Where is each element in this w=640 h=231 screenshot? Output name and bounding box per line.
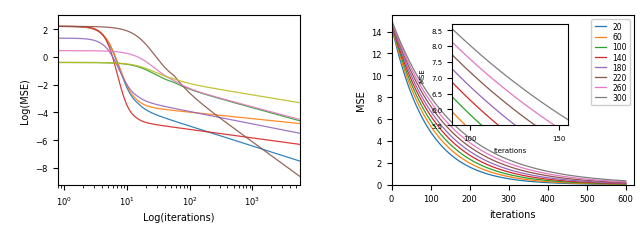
60 bbox=[622, 183, 630, 186]
260 bbox=[431, 107, 439, 110]
Line: 180: 180 bbox=[392, 24, 626, 183]
220 bbox=[388, 21, 396, 24]
100 bbox=[465, 158, 473, 160]
140 bbox=[574, 181, 582, 183]
100 bbox=[431, 127, 439, 129]
300 bbox=[388, 20, 396, 22]
220 bbox=[431, 112, 439, 115]
Line: 60: 60 bbox=[392, 26, 626, 184]
260 bbox=[614, 180, 622, 183]
140 bbox=[622, 182, 630, 185]
300 bbox=[403, 55, 410, 57]
140 bbox=[388, 23, 396, 26]
100 bbox=[403, 71, 410, 74]
20 bbox=[465, 166, 473, 168]
140 bbox=[614, 182, 622, 185]
300 bbox=[574, 175, 582, 178]
220 bbox=[465, 145, 473, 148]
260 bbox=[465, 141, 473, 144]
220 bbox=[606, 181, 614, 183]
260 bbox=[388, 20, 396, 23]
180 bbox=[614, 182, 622, 185]
60 bbox=[403, 75, 410, 78]
140 bbox=[431, 122, 439, 124]
Line: 140: 140 bbox=[392, 24, 626, 184]
100 bbox=[614, 183, 622, 185]
300 bbox=[465, 136, 473, 139]
20 bbox=[431, 137, 439, 140]
300 bbox=[606, 179, 614, 181]
300 bbox=[431, 103, 439, 105]
60 bbox=[388, 25, 396, 27]
100 bbox=[574, 182, 582, 184]
300 bbox=[622, 180, 630, 182]
X-axis label: Log(iterations): Log(iterations) bbox=[143, 212, 214, 222]
220 bbox=[403, 61, 410, 63]
20 bbox=[388, 26, 396, 28]
220 bbox=[614, 181, 622, 184]
Line: 100: 100 bbox=[392, 25, 626, 184]
60 bbox=[431, 132, 439, 134]
180 bbox=[388, 22, 396, 25]
20 bbox=[403, 79, 410, 82]
60 bbox=[614, 183, 622, 186]
20 bbox=[614, 183, 622, 186]
60 bbox=[574, 182, 582, 185]
220 bbox=[574, 179, 582, 181]
20 bbox=[622, 183, 630, 186]
180 bbox=[403, 64, 410, 67]
100 bbox=[622, 183, 630, 185]
Line: 20: 20 bbox=[392, 27, 626, 185]
180 bbox=[606, 182, 614, 184]
Line: 220: 220 bbox=[392, 23, 626, 183]
180 bbox=[465, 150, 473, 152]
100 bbox=[606, 182, 614, 185]
140 bbox=[465, 154, 473, 156]
100 bbox=[388, 24, 396, 27]
140 bbox=[606, 182, 614, 185]
180 bbox=[622, 182, 630, 185]
Line: 260: 260 bbox=[392, 22, 626, 182]
260 bbox=[606, 180, 614, 182]
Line: 300: 300 bbox=[392, 21, 626, 181]
60 bbox=[465, 161, 473, 164]
20 bbox=[574, 182, 582, 185]
180 bbox=[431, 117, 439, 120]
Y-axis label: MSE: MSE bbox=[356, 90, 366, 111]
220 bbox=[622, 181, 630, 184]
140 bbox=[403, 67, 410, 70]
X-axis label: iterations: iterations bbox=[490, 209, 536, 219]
180 bbox=[574, 180, 582, 182]
20 bbox=[606, 183, 614, 186]
60 bbox=[606, 183, 614, 185]
260 bbox=[574, 177, 582, 180]
260 bbox=[403, 58, 410, 60]
260 bbox=[622, 181, 630, 183]
Legend: 20, 60, 100, 140, 180, 220, 260, 300: 20, 60, 100, 140, 180, 220, 260, 300 bbox=[591, 20, 630, 106]
Y-axis label: Log(MSE): Log(MSE) bbox=[20, 78, 30, 123]
300 bbox=[614, 179, 622, 182]
